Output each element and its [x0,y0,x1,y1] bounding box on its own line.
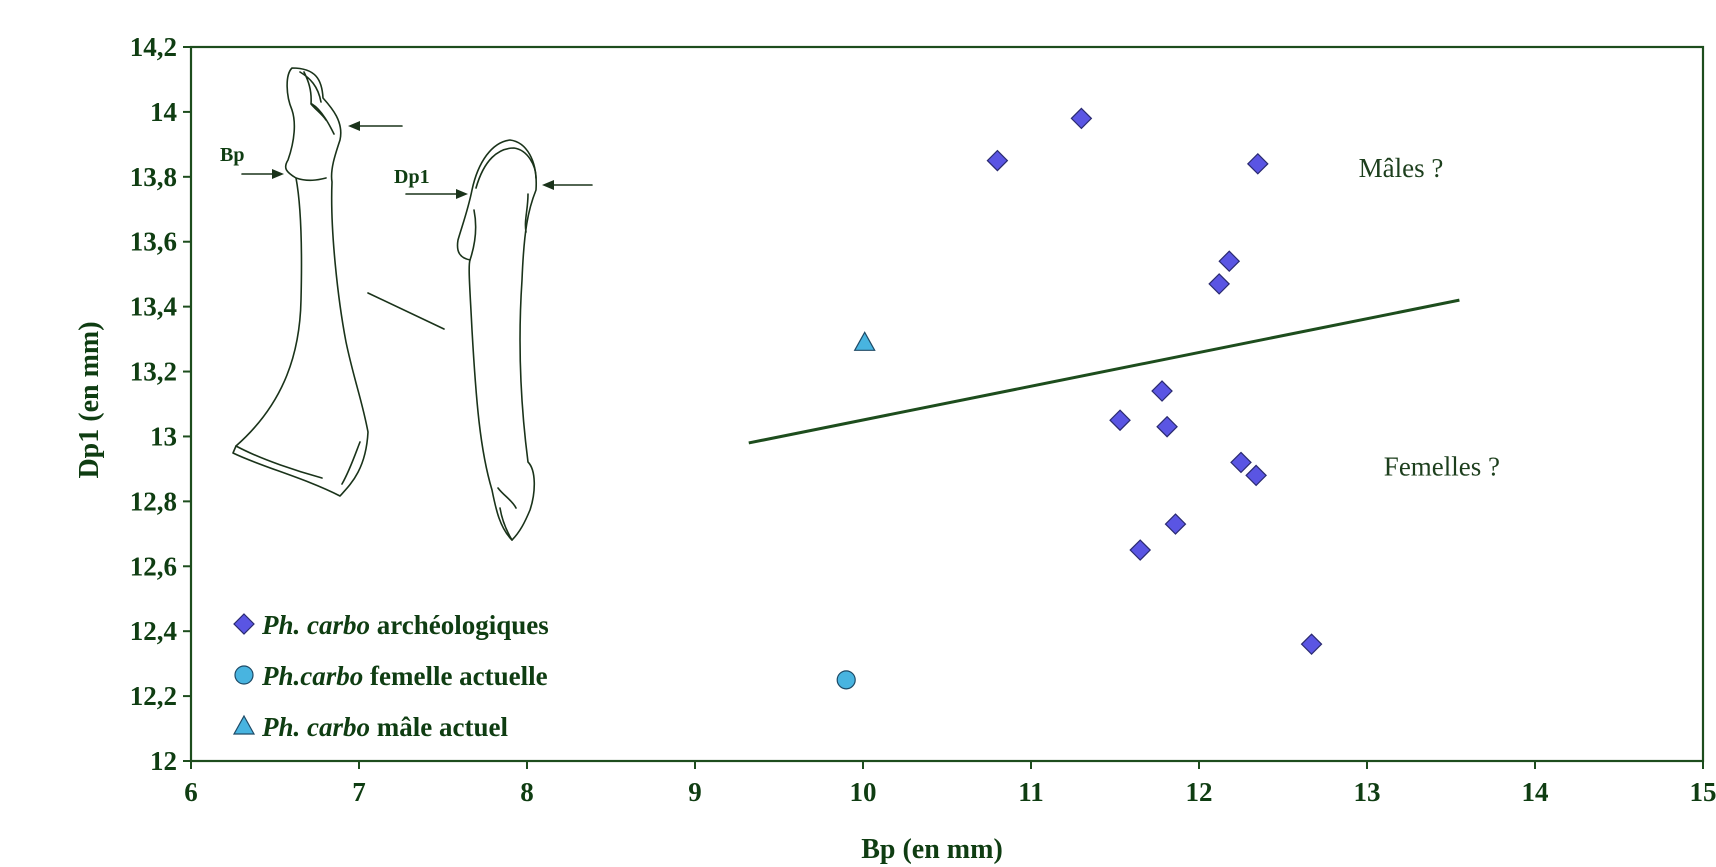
y-tick-label: 13,8 [130,162,177,192]
diamond-data-point [986,149,1009,172]
left-bone-outline [232,67,369,497]
dp1-sketch-label: Dp1 [394,166,430,188]
x-tick-label: 14 [1522,777,1549,807]
diamond-data-point [1246,152,1269,175]
triangle-data-point [853,331,876,351]
x-tick-label: 12 [1186,777,1213,807]
x-tick-label: 9 [688,777,702,807]
y-tick-label: 12,8 [130,486,177,516]
bone-sketch-illustration: Bp Dp1 [220,67,593,541]
right-bone-detail [469,147,537,541]
y-tick-label: 14,2 [130,32,177,62]
legend-diamond-marker [233,613,255,635]
x-axis-label: Bp (en mm) [861,834,1003,865]
diamond-data-point [1218,250,1241,273]
x-tick-label: 11 [1018,777,1044,807]
legend-triangle-marker [232,714,256,735]
x-tick-label: 8 [520,777,534,807]
diamond-data-point [1109,409,1131,432]
legend-entry-label: Ph.carbo femelle actuelle [261,661,548,691]
diamond-data-point [1300,633,1323,656]
legend: Ph. carbo archéologiques Ph.carbo femelle… [232,610,549,742]
diamond-data-point [1230,451,1252,474]
legend-entry-label: Ph. carbo mâle actuel [261,712,508,742]
plot-frame [189,45,1705,763]
circle-data-point [836,670,856,690]
x-tick-label: 13 [1354,777,1381,807]
diamond-data-point [1164,513,1187,535]
separator-line [748,298,1460,445]
x-tick-label: 7 [352,777,366,807]
diamond-data-point [1208,273,1231,295]
y-tick-label: 14 [150,97,177,127]
annotation-label: Mâles ? [1359,153,1444,183]
bp-sketch-label: Bp [220,144,244,166]
y-tick-label: 13,4 [130,292,177,322]
y-tick-label: 13,6 [130,227,177,257]
y-tick-label: 12,2 [130,681,177,711]
legend-circle-marker [234,665,254,685]
y-tick-label: 13,2 [130,357,177,387]
y-axis-label: Dp1 (en mm) [74,321,105,478]
right-bone-outline [456,139,537,541]
y-tick-label: 12,6 [130,551,177,581]
annotations-layer: Mâles ? Femelles ? [1359,153,1500,482]
x-tick-label: 6 [184,777,198,807]
y-tick-label: 12 [150,746,177,776]
diamond-data-point [1070,107,1093,130]
separator-line-layer [748,298,1460,445]
diamond-data-point [1129,539,1152,561]
data-points-layer [836,107,1323,690]
y-tick-label: 13 [150,421,177,451]
annotation-label: Femelles ? [1384,451,1500,481]
axes: 6 7 8 9 10 11 12 13 14 15 12 12,2 12,4 12,6 12,8 13 13,2… [74,32,1716,865]
y-tick-label: 12,4 [130,616,177,646]
x-tick-label: 15 [1690,777,1716,807]
diamond-data-point [1151,380,1173,402]
left-bone-detail [235,71,361,485]
diamond-data-point [1245,464,1267,487]
x-tick-label: 10 [850,777,877,807]
legend-entry-label: Ph. carbo archéologiques [261,610,549,640]
diamond-data-point [1156,415,1178,438]
